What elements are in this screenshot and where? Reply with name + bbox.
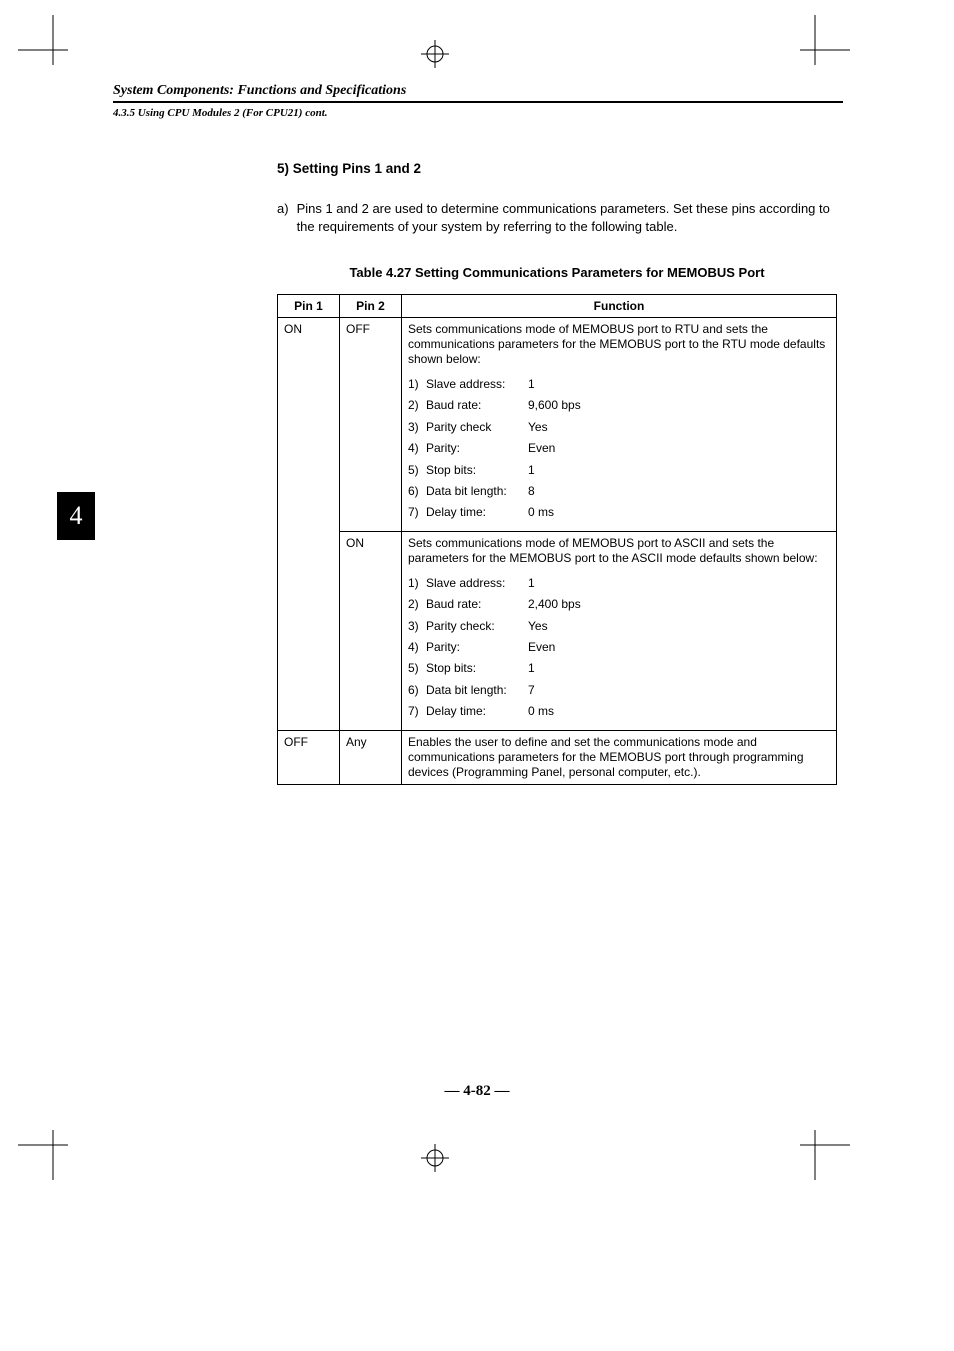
crop-mark-top-right [800,15,850,65]
spec-label: Slave address: [426,377,528,391]
spec-label: Parity check: [426,619,528,633]
spec-number: 5) [408,463,426,477]
spec-value: 0 ms [528,704,830,718]
spec-label: Baud rate: [426,398,528,412]
cell-pin2: OFF [340,318,402,532]
spec-label: Delay time: [426,704,528,718]
spec-list: 1)Slave address:12)Baud rate:9,600 bps3)… [408,377,830,520]
spec-label: Data bit length: [426,683,528,697]
spec-number: 7) [408,505,426,519]
spec-value: 1 [528,661,830,675]
col-header-function: Function [402,295,837,318]
col-header-pin2: Pin 2 [340,295,402,318]
registration-mark-top [421,40,449,73]
spec-line: 6)Data bit length:7 [408,683,830,697]
section-heading-number: 5) [277,161,289,176]
section-heading-text: Setting Pins 1 and 2 [293,161,421,176]
spec-label: Stop bits: [426,661,528,675]
spec-number: 6) [408,484,426,498]
function-description: Sets communications mode of MEMOBUS port… [408,536,830,566]
spec-number: 6) [408,683,426,697]
spec-line: 3)Parity checkYes [408,420,830,434]
spec-number: 3) [408,420,426,434]
spec-number: 5) [408,661,426,675]
table-header-row: Pin 1 Pin 2 Function [278,295,837,318]
spec-line: 2)Baud rate:2,400 bps [408,597,830,611]
function-description: Enables the user to define and set the c… [408,735,830,780]
comm-params-table: Pin 1 Pin 2 Function ON OFF Sets communi… [277,294,837,784]
running-header: System Components: Functions and Specifi… [113,83,843,103]
function-description: Sets communications mode of MEMOBUS port… [408,322,830,367]
spec-number: 4) [408,441,426,455]
cell-function: Sets communications mode of MEMOBUS port… [402,318,837,532]
crop-mark-top-left [18,15,68,65]
spec-line: 7)Delay time:0 ms [408,704,830,718]
spec-value: 0 ms [528,505,830,519]
registration-mark-bottom [421,1144,449,1177]
crop-mark-bottom-right [800,1130,850,1180]
spec-line: 1)Slave address:1 [408,576,830,590]
crop-mark-bottom-left [18,1130,68,1180]
spec-number: 1) [408,377,426,391]
spec-line: 4)Parity:Even [408,441,830,455]
spec-label: Delay time: [426,505,528,519]
spec-value: 1 [528,377,830,391]
spec-line: 3)Parity check:Yes [408,619,830,633]
running-subheader: 4.3.5 Using CPU Modules 2 (For CPU21) co… [113,107,843,119]
spec-value: 7 [528,683,830,697]
spec-number: 7) [408,704,426,718]
col-header-pin1: Pin 1 [278,295,340,318]
cell-function: Sets communications mode of MEMOBUS port… [402,531,837,730]
cell-function: Enables the user to define and set the c… [402,730,837,784]
table-row: ON OFF Sets communications mode of MEMOB… [278,318,837,532]
spec-value: 2,400 bps [528,597,830,611]
paragraph-label: a) [277,200,289,235]
page-number: — 4-82 — [0,1083,954,1100]
page-body: System Components: Functions and Specifi… [113,83,843,785]
spec-line: 5)Stop bits:1 [408,661,830,675]
paragraph-text: Pins 1 and 2 are used to determine commu… [297,200,837,235]
spec-value: Even [528,441,830,455]
spec-value: 8 [528,484,830,498]
spec-label: Parity: [426,640,528,654]
spec-number: 1) [408,576,426,590]
spec-line: 6)Data bit length:8 [408,484,830,498]
spec-value: 1 [528,576,830,590]
paragraph-a: a) Pins 1 and 2 are used to determine co… [277,200,837,235]
spec-value: 1 [528,463,830,477]
table-row: ON Sets communications mode of MEMOBUS p… [278,531,837,730]
table-row: OFF Any Enables the user to define and s… [278,730,837,784]
spec-value: Yes [528,619,830,633]
spec-label: Parity: [426,441,528,455]
spec-line: 4)Parity:Even [408,640,830,654]
spec-number: 4) [408,640,426,654]
cell-pin2: Any [340,730,402,784]
spec-label: Stop bits: [426,463,528,477]
spec-line: 2)Baud rate:9,600 bps [408,398,830,412]
cell-pin1: OFF [278,730,340,784]
spec-value: Even [528,640,830,654]
spec-number: 3) [408,619,426,633]
spec-label: Data bit length: [426,484,528,498]
spec-list: 1)Slave address:12)Baud rate:2,400 bps3)… [408,576,830,719]
spec-label: Slave address: [426,576,528,590]
spec-line: 7)Delay time:0 ms [408,505,830,519]
spec-number: 2) [408,398,426,412]
section-heading: 5) Setting Pins 1 and 2 [277,161,837,176]
spec-label: Parity check [426,420,528,434]
table-caption: Table 4.27 Setting Communications Parame… [277,265,837,280]
spec-number: 2) [408,597,426,611]
spec-line: 5)Stop bits:1 [408,463,830,477]
spec-label: Baud rate: [426,597,528,611]
spec-value: Yes [528,420,830,434]
content-area: 5) Setting Pins 1 and 2 a) Pins 1 and 2 … [277,161,837,785]
cell-pin2: ON [340,531,402,730]
chapter-tab: 4 [57,492,95,540]
spec-value: 9,600 bps [528,398,830,412]
cell-pin1: ON [278,318,340,730]
spec-line: 1)Slave address:1 [408,377,830,391]
